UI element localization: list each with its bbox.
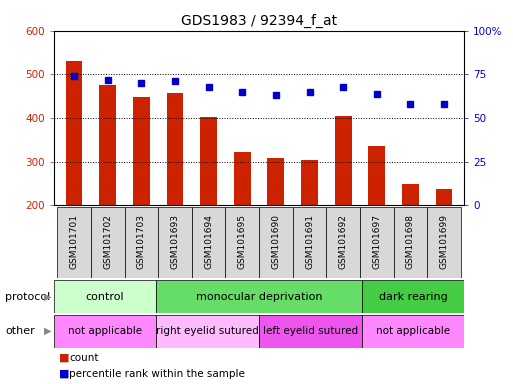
Bar bbox=[362, 315, 464, 348]
Bar bbox=[133, 97, 150, 205]
Bar bbox=[91, 207, 125, 278]
Text: dark rearing: dark rearing bbox=[379, 291, 447, 302]
Bar bbox=[360, 207, 393, 278]
Bar bbox=[100, 85, 116, 205]
Text: GSM101695: GSM101695 bbox=[238, 214, 247, 270]
Bar bbox=[259, 207, 293, 278]
Bar bbox=[267, 158, 284, 205]
Text: not applicable: not applicable bbox=[376, 326, 450, 336]
Title: GDS1983 / 92394_f_at: GDS1983 / 92394_f_at bbox=[181, 14, 337, 28]
Bar bbox=[393, 207, 427, 278]
Bar bbox=[427, 207, 461, 278]
Text: GSM101702: GSM101702 bbox=[103, 214, 112, 269]
Bar bbox=[362, 280, 464, 313]
Bar bbox=[158, 207, 192, 278]
Bar bbox=[402, 184, 419, 205]
Bar bbox=[125, 207, 158, 278]
Bar bbox=[225, 207, 259, 278]
Bar bbox=[66, 61, 83, 205]
Bar bbox=[293, 207, 326, 278]
Bar bbox=[54, 315, 156, 348]
Bar bbox=[335, 116, 351, 205]
Text: GSM101703: GSM101703 bbox=[137, 214, 146, 270]
Bar bbox=[200, 117, 217, 205]
Bar bbox=[54, 280, 156, 313]
Text: GSM101690: GSM101690 bbox=[271, 214, 281, 270]
Text: other: other bbox=[5, 326, 35, 336]
Text: ▶: ▶ bbox=[44, 326, 51, 336]
Bar bbox=[301, 161, 318, 205]
Text: ▶: ▶ bbox=[44, 291, 51, 302]
Text: percentile rank within the sample: percentile rank within the sample bbox=[69, 369, 245, 379]
Text: GSM101694: GSM101694 bbox=[204, 214, 213, 269]
Text: GSM101697: GSM101697 bbox=[372, 214, 381, 270]
Text: not applicable: not applicable bbox=[68, 326, 142, 336]
Text: ■: ■ bbox=[59, 369, 69, 379]
Bar bbox=[57, 207, 91, 278]
Text: GSM101693: GSM101693 bbox=[170, 214, 180, 270]
Text: GSM101701: GSM101701 bbox=[70, 214, 78, 270]
Text: count: count bbox=[69, 353, 99, 362]
Text: GSM101692: GSM101692 bbox=[339, 214, 348, 269]
Text: GSM101691: GSM101691 bbox=[305, 214, 314, 270]
Bar bbox=[368, 146, 385, 205]
Bar bbox=[156, 315, 259, 348]
Bar bbox=[436, 189, 452, 205]
Bar bbox=[156, 280, 362, 313]
Bar bbox=[326, 207, 360, 278]
Text: protocol: protocol bbox=[5, 291, 50, 302]
Text: right eyelid sutured: right eyelid sutured bbox=[156, 326, 259, 336]
Bar bbox=[234, 152, 251, 205]
Text: GSM101698: GSM101698 bbox=[406, 214, 415, 270]
Bar bbox=[259, 315, 362, 348]
Text: GSM101699: GSM101699 bbox=[440, 214, 448, 270]
Text: ■: ■ bbox=[59, 353, 69, 362]
Bar bbox=[167, 93, 183, 205]
Text: control: control bbox=[86, 291, 125, 302]
Bar bbox=[192, 207, 225, 278]
Text: monocular deprivation: monocular deprivation bbox=[196, 291, 322, 302]
Text: left eyelid sutured: left eyelid sutured bbox=[263, 326, 358, 336]
